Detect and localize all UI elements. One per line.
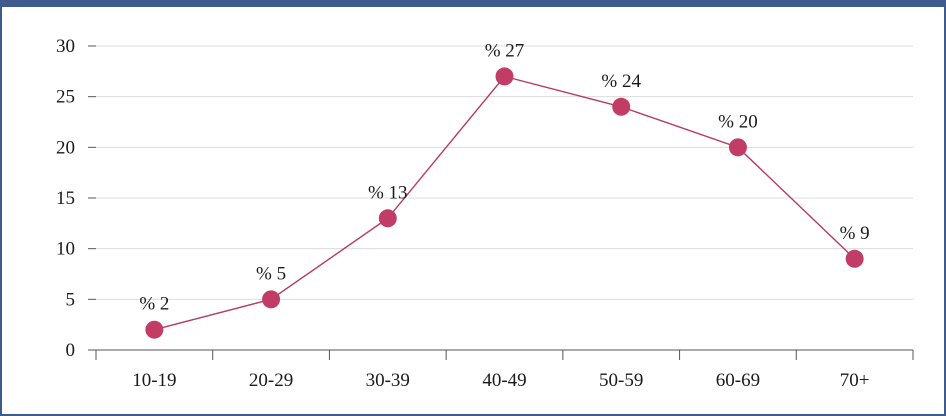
x-tick-label: 40-49 (482, 370, 526, 391)
data-point (495, 67, 514, 86)
data-point (612, 97, 631, 116)
x-tick-label: 20-29 (249, 370, 293, 391)
x-tick-label: 60-69 (716, 370, 760, 391)
y-tick-label: 20 (56, 137, 75, 158)
data-label: % 27 (485, 40, 525, 61)
y-tick-label: 0 (66, 340, 76, 361)
data-label: % 2 (139, 294, 169, 315)
x-tick-label: 70+ (840, 370, 870, 391)
x-tick-label: 30-39 (366, 370, 410, 391)
data-label: % 24 (601, 71, 641, 92)
data-labels: % 2 % 5 % 13 % 27 % 24 % 20 % 9 (139, 40, 869, 314)
y-tick-labels: 0 5 10 15 20 25 30 (56, 36, 75, 361)
series-line (145, 67, 864, 339)
gridlines (96, 45, 913, 300)
y-tick-label: 10 (56, 239, 75, 260)
axes (88, 45, 914, 360)
data-point (845, 249, 864, 268)
data-point (145, 320, 164, 339)
x-tick-labels: 10-19 20-29 30-39 40-49 50-59 60-69 70+ (132, 370, 869, 391)
x-tick-label: 50-59 (599, 370, 643, 391)
data-label: % 5 (256, 263, 286, 284)
data-point (378, 209, 397, 228)
x-tick-label: 10-19 (132, 370, 176, 391)
data-label: % 9 (840, 223, 870, 244)
data-label: % 20 (718, 111, 758, 132)
data-label: % 13 (368, 182, 408, 203)
data-point (262, 290, 281, 309)
y-tick-label: 15 (56, 188, 75, 209)
y-tick-label: 5 (66, 289, 76, 310)
data-point (728, 138, 747, 157)
y-tick-label: 30 (56, 36, 75, 57)
y-tick-label: 25 (56, 87, 75, 108)
